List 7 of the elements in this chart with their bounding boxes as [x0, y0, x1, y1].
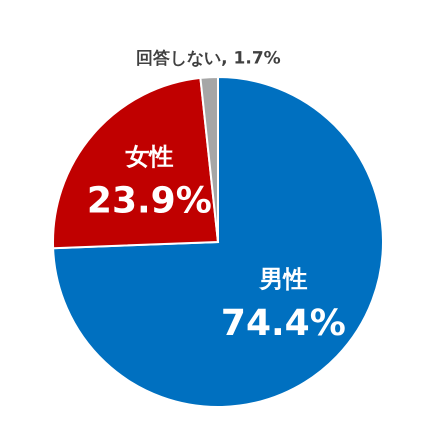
data-label: , 1.7%: [221, 48, 281, 68]
pie-slice: [52, 76, 384, 408]
data-label: 23.9%: [86, 180, 212, 222]
data-label: 74.4%: [220, 302, 346, 344]
slice-label: 女性: [124, 142, 174, 171]
slice-label: 回答しない: [136, 48, 222, 68]
slice-label: 男性: [258, 264, 308, 293]
